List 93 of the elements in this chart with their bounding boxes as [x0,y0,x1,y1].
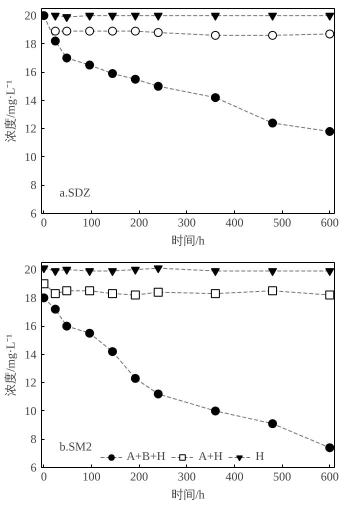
x-tick-label: 400 [225,470,244,484]
y-tick-label: 8 [30,432,36,446]
x-tick-label: 0 [40,216,47,230]
point [85,286,94,296]
y-tick-label: 18 [24,36,36,51]
point [268,30,278,40]
point [130,290,140,300]
x-tick-label: 100 [82,216,101,230]
point [50,289,60,298]
point [50,304,60,314]
point [154,288,163,297]
point [325,268,334,276]
x-tick-label: 100 [82,470,101,484]
point [108,26,117,36]
point [108,347,117,356]
y-tick-label: 20 [24,8,36,23]
point [108,289,117,298]
point [210,93,220,102]
x-tick-label: 600 [320,216,339,230]
point [62,26,72,36]
x-tick-label: 300 [178,216,196,230]
point [154,82,163,91]
y-tick-label: 10 [24,404,36,418]
point [130,26,140,36]
y-tick-label: 20 [24,262,36,277]
point [85,12,94,21]
point [210,289,220,298]
x-tick-label: 500 [273,470,292,484]
x-axis-title: 时间/h [171,234,205,248]
point [210,268,220,276]
point [130,74,140,84]
point [325,29,334,38]
y-tick-label: 8 [30,178,36,192]
y-axis-title: 浓度/mg·L⁻¹ [4,80,18,142]
x-tick-label: 300 [178,470,196,484]
annotation: a.SDZ [60,186,90,200]
point [108,12,117,21]
y-tick-label: 10 [24,150,36,164]
point [268,12,278,21]
point [62,322,72,331]
x-tick-label: 0 [40,470,47,484]
point [108,69,117,78]
point [325,12,334,21]
point [325,290,334,300]
point [50,26,60,36]
x-tick-label: 200 [130,216,148,230]
x-tick-label: 600 [320,470,339,484]
point [268,419,278,428]
point [130,12,140,21]
legend-label: A+B+H [126,449,166,464]
point [62,266,72,275]
y-tick-label: 14 [24,93,36,108]
point [50,12,60,21]
point [85,268,94,276]
point [62,14,72,22]
point [50,36,60,46]
x-axis-title: 时间/h [171,488,205,502]
point [325,127,334,136]
point [325,443,334,452]
y-tick-label: 16 [24,65,36,80]
point [130,266,140,275]
point [85,328,94,338]
point [130,374,140,383]
y-tick-label: 14 [24,347,36,362]
point [62,286,72,296]
y-tick-label: 16 [24,319,36,334]
point [62,53,72,62]
x-tick-label: 500 [273,216,292,230]
x-tick-label: 200 [130,470,148,484]
point [85,26,94,36]
point [85,60,94,70]
point [268,118,278,128]
point [210,30,220,40]
point [210,406,220,416]
point [154,12,163,21]
y-axis-title: 浓度/mg·L⁻¹ [4,334,18,396]
y-tick-label: 12 [24,122,36,136]
point [268,268,278,276]
x-tick-label: 400 [225,216,244,230]
point [154,28,163,38]
point [154,389,163,398]
y-tick-label: 12 [24,376,36,390]
point [154,265,163,274]
point [108,268,117,276]
point [268,286,278,296]
point [50,268,60,276]
y-tick-label: 6 [30,206,36,220]
y-tick-label: 18 [24,290,36,305]
legend-label: H [255,449,266,464]
annotation: b.SM2 [60,440,92,454]
point [210,12,220,21]
y-tick-label: 6 [30,460,36,474]
legend-label: A+H [198,449,222,464]
